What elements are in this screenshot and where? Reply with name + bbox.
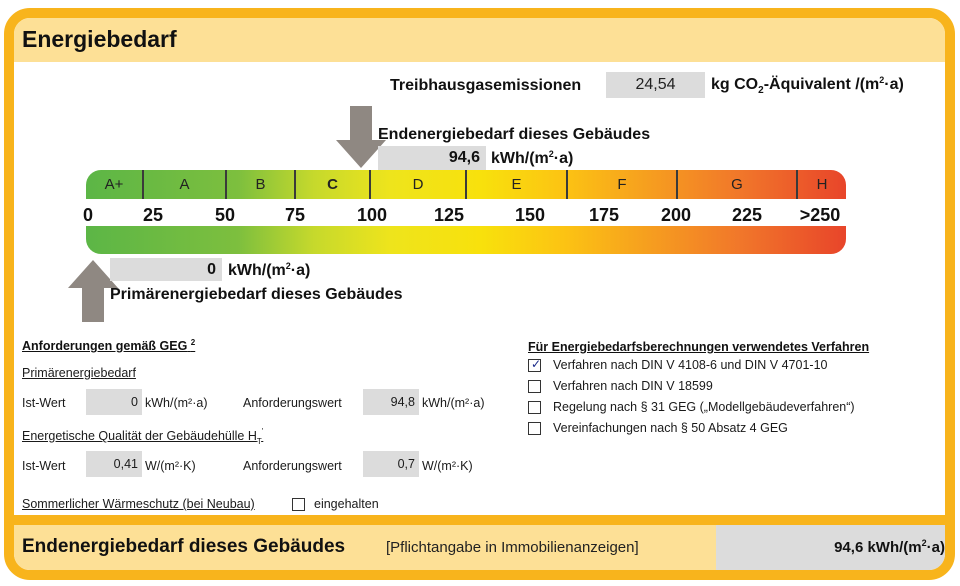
tick-50: 50: [214, 205, 236, 225]
method-heading: Für Energiebedarfsberechnungen verwendet…: [528, 340, 870, 354]
header-band: Energiebedarf: [14, 18, 945, 62]
arrow-down-icon: [336, 106, 386, 168]
requirements-heading: Anforderungen gemäß GEG 2: [22, 338, 195, 353]
end-unit-sup: 2: [548, 149, 554, 159]
ghg-value-field: 24,54: [606, 72, 705, 98]
end-energy-unit: kWh/(m2·a): [491, 149, 573, 168]
class-c: C: [327, 176, 338, 193]
ghg-unit-sup: 2: [879, 75, 885, 85]
footer-separator: [14, 515, 945, 525]
method-checkbox-vereinfachungen[interactable]: [528, 422, 541, 435]
class-g: G: [731, 176, 743, 193]
class-h: H: [816, 176, 828, 193]
footer-value-field: 94,6 kWh/(m2·a): [716, 525, 945, 570]
hull-actual-value-field: 0,41: [86, 451, 142, 477]
method-option-label: Regelung nach § 31 GEG („Modellgebäudeve…: [553, 400, 855, 414]
hull-actual-label: Ist-Wert: [22, 459, 66, 473]
primary-required-label: Anforderungswert: [243, 396, 342, 410]
hull-quality-subheading: Energetische Qualität der Gebäudehülle H…: [22, 427, 263, 446]
class-a-plus: A+: [104, 176, 124, 193]
class-f: F: [617, 176, 627, 193]
hull-subtitle-sup: ': [261, 427, 264, 436]
ghg-label: Treibhausgasemissionen: [390, 77, 582, 94]
class-d: D: [412, 176, 424, 193]
prim-unit-suffix: ·a): [290, 262, 311, 279]
end-unit-suffix: ·a): [553, 150, 574, 167]
tick-175: 175: [588, 205, 620, 225]
footer-title: Endenergiebedarf dieses Gebäudes: [22, 536, 346, 557]
class-b: B: [255, 176, 266, 193]
hull-subtitle-sub: T: [256, 437, 262, 446]
summer-protection-checkbox-label: eingehalten: [314, 497, 379, 511]
end-energy-label: Endenergiebedarf dieses Gebäudes: [378, 126, 651, 143]
primary-required-unit: kWh/(m²·a): [422, 396, 485, 410]
requirements-footnote: 2: [190, 338, 196, 347]
tick-75: 75: [284, 205, 306, 225]
class-divider: [676, 170, 678, 199]
summer-protection-label: Sommerlicher Wärmeschutz (bei Neubau): [22, 497, 255, 511]
primary-energy-unit: kWh/(m2·a): [228, 261, 310, 280]
efficiency-class-bar: A+ A B C D E F G H: [86, 170, 846, 199]
hull-subtitle-text: Energetische Qualität der Gebäudehülle H: [22, 429, 257, 443]
ghg-unit-suffix: ·a): [884, 76, 904, 93]
class-divider: [225, 170, 227, 199]
hull-required-unit: W/(m²·K): [422, 459, 473, 473]
primary-actual-value-field: 0: [86, 389, 142, 415]
prim-unit-prefix: kWh/(m: [228, 262, 286, 279]
class-divider: [294, 170, 296, 199]
tick-200: 200: [660, 205, 692, 225]
class-divider: [796, 170, 798, 199]
tick-0: 0: [82, 205, 94, 225]
primary-energy-gradient-bar: [86, 226, 846, 254]
ghg-unit-prefix: kg CO: [711, 76, 759, 93]
summer-protection-checkbox[interactable]: [292, 498, 305, 511]
hull-required-label: Anforderungswert: [243, 459, 342, 473]
tick-225: 225: [731, 205, 763, 225]
class-divider: [566, 170, 568, 199]
class-divider: [369, 170, 371, 199]
ghg-unit-sub: 2: [758, 85, 764, 96]
class-e: E: [511, 176, 522, 193]
method-checkbox-modellgebaeude[interactable]: [528, 401, 541, 414]
hull-required-value-field: 0,7: [363, 451, 419, 477]
end-unit-prefix: kWh/(m: [491, 150, 549, 167]
footer-value-number: 94,6: [834, 539, 864, 556]
primary-actual-unit: kWh/(m²·a): [145, 396, 208, 410]
footer-unit-prefix: kWh/(m: [867, 539, 922, 556]
method-checkbox-din-18599[interactable]: [528, 380, 541, 393]
primary-energy-value-field: 0: [110, 258, 222, 281]
method-option-label: Verfahren nach DIN V 18599: [553, 379, 713, 393]
checkmark-icon: ✓: [531, 357, 542, 371]
primary-required-value-field: 94,8: [363, 389, 419, 415]
end-energy-value-field: 94,6: [378, 146, 486, 170]
page-title: Energiebedarf: [22, 26, 177, 52]
ghg-unit-mid: -Äquivalent /(m: [763, 76, 880, 93]
tick-125: 125: [433, 205, 465, 225]
primary-energy-subheading: Primärenergiebedarf: [22, 366, 136, 380]
class-divider: [142, 170, 144, 199]
footer-value: 94,6 kWh/(m2·a): [834, 538, 945, 556]
tick-250-plus: >250: [799, 205, 841, 225]
class-divider: [465, 170, 467, 199]
footer-note: [Pflichtangabe in Immobilienanzeigen]: [386, 539, 639, 556]
footer-unit-suffix: ·a): [926, 539, 945, 556]
tick-150: 150: [514, 205, 546, 225]
tick-100: 100: [356, 205, 388, 225]
requirements-title-text: Anforderungen gemäß GEG: [22, 339, 188, 353]
ghg-unit: kg CO2-Äquivalent /(m2·a): [711, 75, 904, 96]
arrow-up-icon: [68, 260, 118, 322]
method-option-label: Verfahren nach DIN V 4108-6 und DIN V 47…: [553, 358, 828, 372]
prim-unit-sup: 2: [285, 261, 291, 271]
tick-25: 25: [142, 205, 164, 225]
energy-certificate-frame: Energiebedarf Treibhausgasemissionen 24,…: [4, 8, 955, 580]
hull-actual-unit: W/(m²·K): [145, 459, 196, 473]
primary-actual-label: Ist-Wert: [22, 396, 66, 410]
footer-unit-sup: 2: [921, 538, 927, 548]
class-a: A: [179, 176, 190, 193]
primary-energy-label: Primärenergiebedarf dieses Gebäudes: [110, 286, 403, 303]
method-option-label: Vereinfachungen nach § 50 Absatz 4 GEG: [553, 421, 788, 435]
method-checkbox-din-4108[interactable]: ✓: [528, 357, 542, 372]
